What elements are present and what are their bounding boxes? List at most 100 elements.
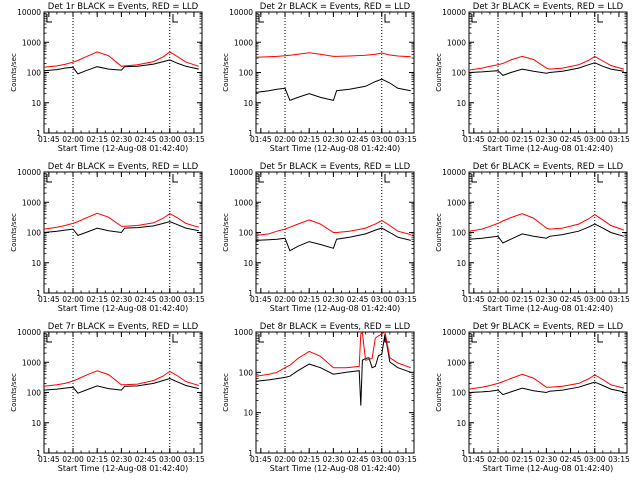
- x-tick-label: 03:15: [183, 455, 205, 464]
- x-tick-label: 03:00: [371, 135, 393, 144]
- x-tick-label: 02:45: [135, 295, 157, 304]
- y-tick-label: 1: [36, 449, 41, 458]
- x-tick-label: 03:00: [159, 295, 181, 304]
- x-tick-label: 03:15: [395, 295, 417, 304]
- x-axis-label: Start Time (12-Aug-08 01:42:40): [483, 304, 614, 313]
- y-tick-label: 100: [27, 229, 42, 238]
- panel-title: Det 3r BLACK = Events, RED = LLD: [473, 2, 624, 12]
- x-tick-label: 02:00: [487, 135, 509, 144]
- x-tick-label: 03:00: [371, 295, 393, 304]
- y-axis-label: Counts/sec: [10, 213, 18, 252]
- series-line-events: [43, 221, 199, 236]
- x-tick-label: 02:00: [62, 455, 84, 464]
- y-axis-label: Counts/sec: [222, 373, 230, 412]
- y-tick-label: 1000: [234, 198, 253, 207]
- y-tick-label: 10000: [229, 168, 253, 177]
- x-tick-label: 02:15: [298, 455, 320, 464]
- x-tick-label: 02:30: [323, 135, 345, 144]
- x-tick-label: 03:15: [608, 135, 630, 144]
- x-tick-label: 03:00: [159, 135, 181, 144]
- y-tick-label: 10000: [229, 8, 253, 17]
- plot-frame: [468, 171, 628, 294]
- interval-marker: [172, 174, 178, 183]
- x-tick-label: 02:00: [274, 295, 296, 304]
- plot-frame: [468, 331, 628, 454]
- series-line-events: [255, 227, 411, 252]
- x-tick-label: 01:45: [38, 135, 60, 144]
- panel-title: Det 7r BLACK = Events, RED = LLD: [48, 322, 199, 332]
- x-tick-label: 02:45: [135, 135, 157, 144]
- interval-marker: [258, 334, 264, 343]
- y-tick-label: 1000: [447, 38, 466, 47]
- x-tick-label: 01:45: [463, 295, 485, 304]
- panel-9: Det 9r BLACK = Events, RED = LLD 1 10 100 10…: [435, 322, 630, 473]
- panel-7: Det 7r BLACK = Events, RED = LLD 1 10 100 10…: [10, 322, 205, 473]
- y-tick-label: 1000: [447, 198, 466, 207]
- y-tick-label: 100: [27, 389, 42, 398]
- series-line-lld: [43, 370, 199, 387]
- x-tick-label: 02:45: [347, 135, 369, 144]
- x-tick-label: 02:15: [511, 135, 533, 144]
- x-tick-label: 02:00: [62, 295, 84, 304]
- panel-title: Det 6r BLACK = Events, RED = LLD: [473, 162, 624, 172]
- y-tick-label: 10000: [442, 8, 466, 17]
- x-tick-label: 02:00: [487, 295, 509, 304]
- interval-marker: [258, 14, 264, 23]
- panel-2: Det 2r BLACK = Events, RED = LLD 1 10 100 10…: [222, 2, 417, 153]
- x-tick-label: 02:15: [86, 455, 108, 464]
- panel-title: Det 4r BLACK = Events, RED = LLD: [48, 162, 199, 172]
- y-tick-label: 10: [456, 419, 466, 428]
- y-tick-label: 100: [239, 69, 254, 78]
- series-line-lld: [468, 373, 624, 390]
- series-line-lld: [468, 55, 624, 71]
- x-axis-label: Start Time (12-Aug-08 01:42:40): [58, 304, 189, 313]
- series-line-events: [255, 333, 411, 406]
- y-axis-label: Counts/sec: [222, 213, 230, 252]
- panel-title: Det 5r BLACK = Events, RED = LLD: [260, 162, 411, 172]
- y-tick-label: 1000: [234, 328, 253, 337]
- interval-marker: [46, 14, 52, 23]
- y-tick-label: 10000: [17, 328, 41, 337]
- series-line-events: [43, 59, 199, 75]
- y-tick-label: 100: [452, 69, 467, 78]
- y-tick-label: 10: [456, 99, 466, 108]
- y-tick-label: 1: [461, 129, 466, 138]
- series-line-events: [43, 377, 199, 394]
- x-tick-label: 01:45: [250, 455, 272, 464]
- x-tick-label: 02:30: [111, 455, 133, 464]
- y-tick-label: 1: [248, 449, 253, 458]
- plot-frame: [255, 11, 415, 134]
- x-tick-label: 03:00: [159, 455, 181, 464]
- y-tick-label: 1000: [447, 358, 466, 367]
- x-tick-label: 02:45: [347, 455, 369, 464]
- y-axis-label: Counts/sec: [10, 53, 18, 92]
- x-tick-label: 02:30: [323, 295, 345, 304]
- interval-marker: [384, 14, 390, 23]
- x-axis-label: Start Time (12-Aug-08 01:42:40): [483, 144, 614, 153]
- x-tick-label: 03:00: [584, 135, 606, 144]
- plot-frame: [43, 11, 203, 134]
- x-tick-label: 02:45: [560, 295, 582, 304]
- series-line-events: [468, 381, 624, 396]
- y-tick-label: 1: [36, 289, 41, 298]
- x-tick-label: 02:15: [298, 295, 320, 304]
- y-axis-label: Counts/sec: [435, 373, 443, 412]
- x-axis-label: Start Time (12-Aug-08 01:42:40): [58, 464, 189, 473]
- y-tick-label: 100: [452, 229, 467, 238]
- interval-marker: [471, 334, 477, 343]
- panel-title: Det 9r BLACK = Events, RED = LLD: [473, 322, 624, 332]
- x-tick-label: 02:00: [487, 455, 509, 464]
- y-axis-label: Counts/sec: [222, 53, 230, 92]
- y-tick-label: 1000: [22, 198, 41, 207]
- interval-marker: [597, 174, 603, 183]
- x-axis-label: Start Time (12-Aug-08 01:42:40): [58, 144, 189, 153]
- x-tick-label: 01:45: [250, 135, 272, 144]
- y-tick-label: 100: [239, 368, 254, 377]
- y-tick-label: 10000: [17, 8, 41, 17]
- x-tick-label: 02:15: [86, 135, 108, 144]
- series-line-lld: [43, 51, 199, 68]
- y-tick-label: 10: [31, 99, 41, 108]
- interval-marker: [384, 174, 390, 183]
- y-tick-label: 10000: [442, 168, 466, 177]
